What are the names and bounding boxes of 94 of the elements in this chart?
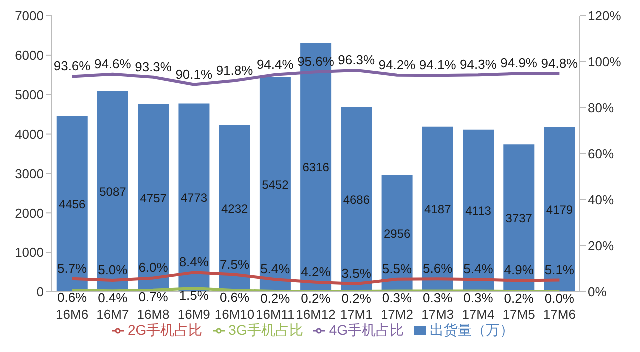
bar: [219, 125, 250, 292]
data-label: 6.0%: [138, 260, 169, 276]
data-label: 0.3%: [464, 290, 494, 306]
bar: [97, 91, 128, 292]
bar: [341, 107, 372, 292]
bar: [463, 130, 494, 292]
y2-tick-label: 0%: [588, 284, 608, 300]
x-tick-label: 17M5: [502, 307, 536, 322]
data-label: 4.2%: [301, 264, 332, 280]
legend-label: 4G手机占比: [329, 322, 404, 338]
y2-tick-label: 100%: [588, 54, 622, 70]
y2-tick-label: 120%: [588, 8, 622, 24]
data-label: 8.4%: [179, 254, 210, 270]
data-label: 0.4%: [98, 290, 128, 306]
data-label: 0.2%: [504, 290, 534, 306]
bar: [56, 116, 88, 292]
bar: [260, 77, 291, 292]
y-tick-label: 2000: [15, 206, 44, 221]
y2-tick-label: 20%: [588, 238, 614, 254]
data-label: 6316: [302, 160, 330, 175]
data-label: 0.2%: [342, 290, 372, 306]
x-tick-label: 16M9: [178, 307, 210, 322]
data-label: 5087: [100, 184, 127, 199]
data-label: 5.6%: [423, 261, 454, 276]
data-label: 0.3%: [423, 290, 454, 306]
data-label: 0.7%: [138, 290, 169, 305]
y2-tick-label: 60%: [588, 146, 614, 162]
bar: [138, 104, 170, 292]
data-label: 4179: [546, 202, 574, 217]
data-label: 4113: [466, 204, 492, 218]
data-label: 4187: [424, 202, 452, 217]
data-label: 4757: [140, 191, 168, 206]
data-label: 94.3%: [460, 57, 498, 72]
data-label: 1.5%: [179, 288, 210, 303]
y-tick-label: 5000: [15, 87, 44, 102]
data-label: 5.1%: [544, 262, 575, 278]
data-label: 7.5%: [220, 256, 250, 272]
y2-tick-label: 40%: [588, 192, 614, 208]
data-label: 94.8%: [541, 56, 579, 71]
data-label: 4232: [221, 202, 249, 216]
x-tick-label: 16M7: [96, 307, 130, 322]
y-tick-label: 3000: [15, 166, 44, 182]
data-label: 4773: [180, 191, 208, 206]
y-tick-label: 7000: [15, 8, 44, 24]
x-tick-label: 17M3: [422, 307, 454, 322]
bar: [422, 126, 454, 292]
x-tick-label: 16M8: [137, 307, 170, 322]
data-label: 3.5%: [342, 266, 372, 281]
data-label: 94.2%: [378, 57, 416, 72]
x-tick-label: 16M12: [296, 307, 336, 322]
data-label: 0.0%: [544, 291, 575, 306]
x-tick-label: 16M6: [56, 307, 89, 322]
data-label: 94.1%: [419, 58, 457, 73]
data-label: 0.6%: [57, 290, 88, 305]
data-label: 2956: [384, 226, 411, 241]
data-label: 94.4%: [256, 56, 294, 72]
x-tick-label: 17M6: [543, 307, 576, 322]
x-tick-label: 17M1: [340, 307, 373, 322]
data-label: 5.4%: [260, 262, 291, 277]
data-label: 90.1%: [176, 66, 214, 82]
data-label: 5.7%: [57, 260, 88, 276]
legend-label: 出货量（万）: [430, 322, 514, 338]
y-tick-label: 4000: [15, 126, 44, 142]
y-tick-label: 0: [36, 284, 44, 300]
data-label: 0.6%: [220, 290, 250, 305]
legend-label: 2G手机占比: [128, 322, 203, 338]
x-tick-label: 17M4: [462, 307, 495, 322]
bar: [504, 144, 535, 292]
data-label: 5.4%: [464, 262, 494, 277]
data-label: 4686: [343, 192, 370, 207]
y-tick-label: 1000: [15, 245, 44, 260]
data-label: 94.9%: [500, 56, 538, 71]
data-label: 91.8%: [216, 62, 254, 78]
data-label: 93.6%: [54, 58, 92, 74]
data-label: 0.2%: [301, 290, 332, 306]
data-label: 5.5%: [382, 261, 412, 276]
data-label: 93.3%: [135, 59, 172, 74]
data-label: 96.3%: [338, 52, 376, 68]
bar: [178, 104, 210, 292]
x-tick-label: 16M11: [256, 307, 295, 322]
data-label: 0.3%: [382, 290, 412, 306]
legend-label: 3G手机占比: [228, 322, 304, 338]
data-label: 4.9%: [504, 262, 534, 278]
x-tick-label: 17M2: [380, 307, 414, 322]
data-label: 5452: [262, 178, 290, 192]
data-label: 4456: [59, 197, 86, 212]
data-label: 94.6%: [94, 56, 132, 72]
bar: [544, 127, 576, 292]
data-label: 5.0%: [98, 262, 128, 278]
data-label: 0.2%: [260, 290, 291, 306]
data-label: 3737: [506, 212, 533, 226]
y-tick-label: 6000: [15, 48, 44, 64]
x-tick-label: 16M10: [214, 307, 255, 322]
y2-tick-label: 80%: [588, 100, 614, 116]
